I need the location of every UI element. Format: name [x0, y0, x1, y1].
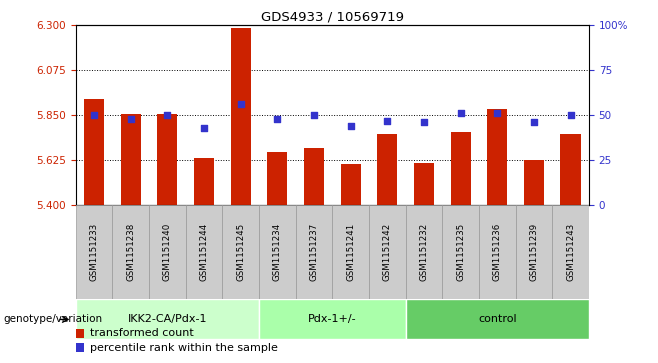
Text: GSM1151240: GSM1151240 [163, 223, 172, 281]
Text: GSM1151238: GSM1151238 [126, 223, 135, 281]
Point [455, 111, 466, 117]
Point [236, 102, 246, 107]
Bar [377, 134, 397, 205]
Bar [304, 148, 324, 205]
Point [418, 119, 429, 125]
Bar [149, 205, 186, 299]
Point [528, 119, 539, 125]
Text: GSM1151245: GSM1151245 [236, 223, 245, 281]
Bar [516, 205, 552, 299]
Bar [295, 205, 332, 299]
Text: percentile rank within the sample: percentile rank within the sample [90, 343, 278, 353]
Bar [259, 205, 295, 299]
Point [345, 123, 356, 129]
Point [565, 113, 576, 118]
Bar [76, 205, 113, 299]
Point [309, 113, 319, 118]
Bar [186, 205, 222, 299]
Text: genotype/variation: genotype/variation [3, 314, 103, 325]
Text: GSM1151244: GSM1151244 [199, 223, 209, 281]
Text: control: control [478, 314, 517, 325]
Bar [84, 99, 104, 205]
Point [272, 116, 282, 122]
Bar [405, 205, 442, 299]
Bar [487, 109, 507, 205]
Bar [113, 205, 149, 299]
Bar [332, 205, 369, 299]
Bar [120, 114, 141, 205]
Text: GSM1151237: GSM1151237 [309, 223, 318, 281]
Bar [369, 205, 405, 299]
Text: IKK2-CA/Pdx-1: IKK2-CA/Pdx-1 [128, 314, 207, 325]
Text: GSM1151241: GSM1151241 [346, 223, 355, 281]
Bar [561, 134, 580, 205]
Bar [341, 164, 361, 205]
Bar [552, 205, 589, 299]
Text: Pdx-1+/-: Pdx-1+/- [308, 314, 357, 325]
Bar [405, 299, 589, 339]
Text: GSM1151236: GSM1151236 [493, 223, 502, 281]
Text: transformed count: transformed count [90, 328, 194, 338]
Bar [157, 114, 178, 205]
Point [382, 118, 393, 123]
Bar [259, 299, 405, 339]
Bar [267, 152, 288, 205]
Bar [222, 205, 259, 299]
Point [126, 116, 136, 122]
Bar [479, 205, 516, 299]
Point [162, 113, 172, 118]
Text: GSM1151239: GSM1151239 [530, 223, 538, 281]
Bar [414, 163, 434, 205]
Bar [76, 299, 259, 339]
Text: GSM1151242: GSM1151242 [383, 223, 392, 281]
Text: GSM1151235: GSM1151235 [456, 223, 465, 281]
Text: GSM1151243: GSM1151243 [566, 223, 575, 281]
Point [199, 125, 209, 131]
Bar [524, 160, 544, 205]
Bar [194, 158, 214, 205]
Bar [230, 28, 251, 205]
Point [89, 113, 99, 118]
Point [492, 111, 503, 117]
Text: GSM1151234: GSM1151234 [273, 223, 282, 281]
Text: GSM1151232: GSM1151232 [419, 223, 428, 281]
Text: GSM1151233: GSM1151233 [89, 223, 99, 281]
Bar [451, 132, 470, 205]
Bar [442, 205, 479, 299]
Text: GDS4933 / 10569719: GDS4933 / 10569719 [261, 11, 404, 24]
